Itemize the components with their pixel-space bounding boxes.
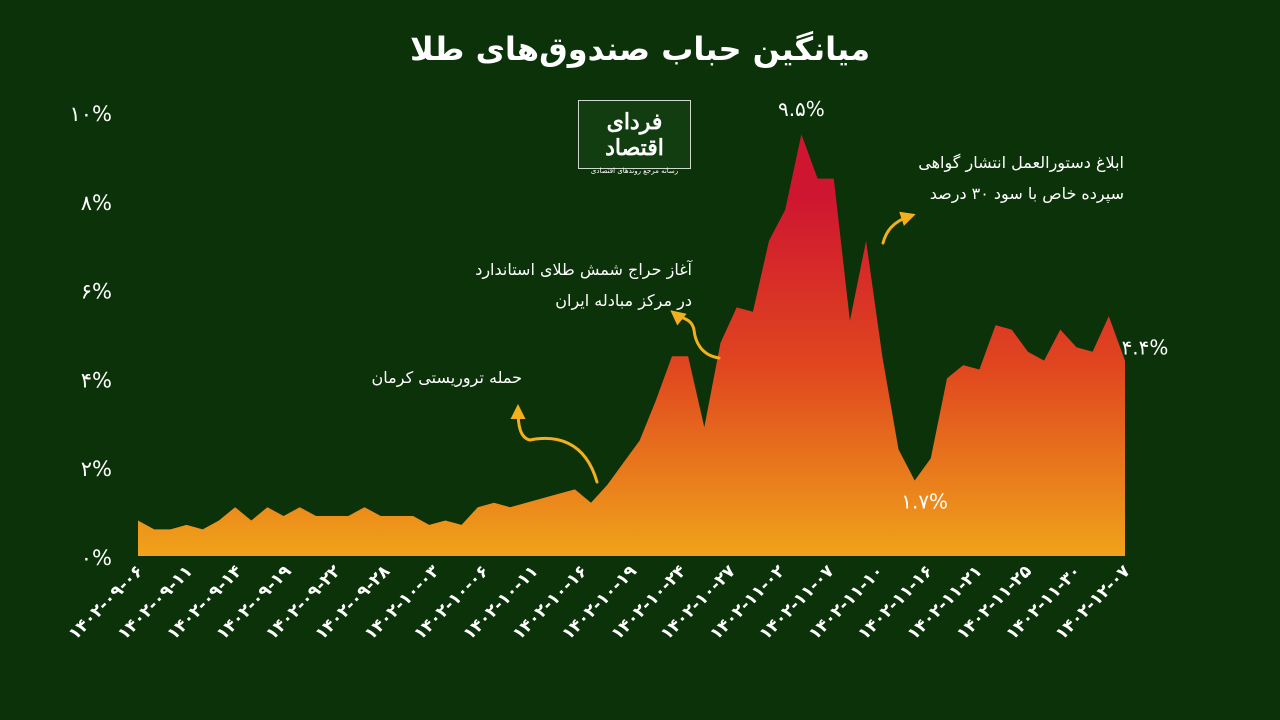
logo-name: فردای اقتصاد	[605, 109, 664, 161]
point-labels: ۹.۵% ۱.۷% ۴.۴%	[778, 97, 1168, 513]
annotation-arrow	[510, 404, 599, 484]
y-tick-label: ۸%	[81, 191, 112, 215]
y-tick-label: ۶%	[81, 280, 112, 304]
point-label: ۱.۷%	[901, 490, 948, 514]
y-tick-label: ۴%	[81, 368, 112, 392]
brand-logo: فردای اقتصاد رسانه مرجع روندهای اقتصادی	[578, 100, 691, 175]
area-layer	[138, 134, 1125, 556]
y-tick-label: ۱۰%	[69, 102, 112, 126]
logo-tagline: رسانه مرجع روندهای اقتصادی	[590, 167, 679, 175]
annotation-texts: حمله تروریستی کرمان آغاز حراج شمش طلای اس…	[372, 153, 1124, 388]
annotation-text: ابلاغ دستورالعمل انتشار گواهی	[918, 153, 1124, 173]
chart-title: میانگین حباب صندوق‌های طلا	[409, 30, 871, 68]
y-tick-label: ۰%	[81, 546, 112, 570]
y-tick-label: ۲%	[81, 457, 112, 481]
annotation-text: حمله تروریستی کرمان	[372, 368, 522, 388]
area-series	[138, 134, 1125, 556]
x-axis: ۱۴۰۲-۰۹-۰۶۱۴۰۲-۰۹-۱۱۱۴۰۲-۰۹-۱۴۱۴۰۲-۰۹-۱۹…	[65, 561, 1135, 644]
annotation-arrow	[670, 310, 721, 360]
point-label: ۴.۴%	[1122, 336, 1169, 360]
y-axis: ۰% ۲% ۴% ۶% ۸% ۱۰%	[69, 102, 112, 570]
point-label: ۹.۵%	[778, 97, 825, 121]
annotation-text: در مرکز مبادله ایران	[555, 291, 692, 311]
annotation-text: آغاز حراج شمش طلای استاندارد	[475, 260, 693, 280]
annotation-text: سپرده خاص با سود ۳۰ درصد	[930, 184, 1124, 204]
annotation-arrow	[881, 211, 916, 245]
annotation-arrows	[510, 211, 916, 484]
